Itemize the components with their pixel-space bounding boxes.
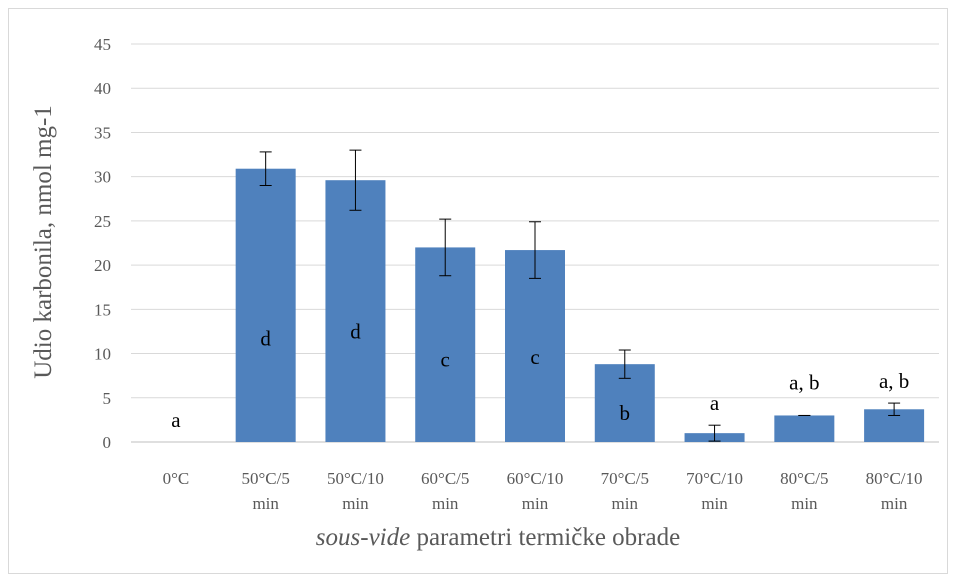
x-tick-label: 80°C/5 [780,469,828,488]
y-axis-ticks: 0 5 10 15 20 25 30 35 40 45 [94,35,111,452]
significance-letter: a, b [879,369,909,393]
x-tick-label: 0°C [163,469,190,488]
x-tick-label: 60°C/5 [421,469,469,488]
x-axis-label: sous-vide parametri termičke obrade [316,524,680,551]
y-tick-label: 40 [94,79,111,98]
significance-letter: a [710,391,720,415]
y-axis-label: Udio karbonila, nmol mg-1 [30,105,57,379]
x-tick-label: min [432,494,459,513]
x-tick-label: 70°C/5 [601,469,649,488]
bar [235,168,296,442]
y-tick-label: 25 [94,212,111,231]
bar [774,415,835,442]
y-tick-label: 15 [94,300,111,319]
bar [415,247,476,442]
chart-frame: 0 5 10 15 20 25 30 35 40 45 a d d c c b a a, b a, b 0°C 50… [8,8,948,574]
x-axis-categories: 0°C 50°C/5 min 50°C/10 min 60°C/5 min 60°C/10 mi… [163,469,923,513]
x-tick-label: min [881,494,908,513]
bars [235,168,925,442]
x-tick-label: min [522,494,549,513]
significance-letter: d [260,327,271,351]
x-tick-label: 50°C/5 [241,469,289,488]
significance-letter: c [530,345,539,369]
error-bars [259,149,901,442]
y-tick-label: 35 [94,123,111,142]
x-tick-label: 80°C/10 [866,469,923,488]
bar [505,250,565,442]
x-axis-label-rest: parametri termičke obrade [410,524,680,551]
significance-letter: d [350,319,361,343]
x-tick-label: 70°C/10 [686,469,743,488]
x-tick-label: min [701,494,728,513]
y-tick-label: 0 [103,433,112,452]
x-tick-label: min [252,494,279,513]
y-tick-label: 45 [94,35,111,54]
x-tick-label: 50°C/10 [327,469,384,488]
x-tick-label: min [612,494,639,513]
y-tick-label: 10 [94,345,111,364]
bar-chart: 0 5 10 15 20 25 30 35 40 45 a d d c c b a a, b a, b 0°C 50… [30,35,939,551]
y-tick-label: 20 [94,256,111,275]
x-tick-label: 60°C/10 [507,469,564,488]
significance-letters: a d d c c b a a, b a, b [171,319,909,431]
x-axis-label-italic: sous-vide [316,524,410,551]
x-tick-label: min [342,494,369,513]
x-tick-label: min [791,494,818,513]
y-tick-label: 5 [103,389,112,408]
significance-letter: a, b [789,371,819,395]
significance-letter: b [620,401,631,425]
bar [325,180,386,442]
significance-letter: a [171,408,181,432]
significance-letter: c [441,348,450,372]
y-tick-label: 30 [94,168,111,187]
